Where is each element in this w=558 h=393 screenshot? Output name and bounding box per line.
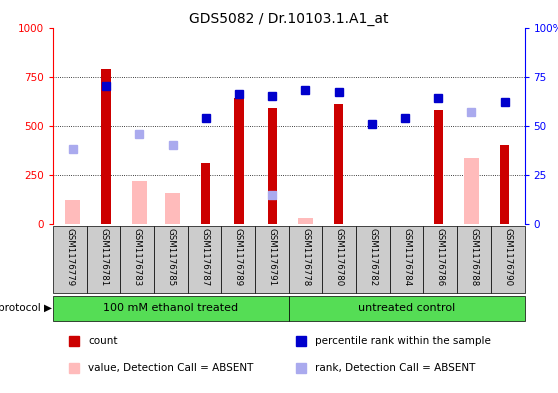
Bar xyxy=(65,200,80,224)
Title: GDS5082 / Dr.10103.1.A1_at: GDS5082 / Dr.10103.1.A1_at xyxy=(189,13,388,26)
Bar xyxy=(187,226,222,293)
Bar xyxy=(491,226,525,293)
Text: protocol ▶: protocol ▶ xyxy=(0,303,52,313)
Bar xyxy=(434,110,443,224)
Bar xyxy=(121,226,154,293)
Bar xyxy=(154,226,187,293)
Bar xyxy=(102,69,111,224)
Bar xyxy=(464,158,479,224)
Text: GSM1176788: GSM1176788 xyxy=(469,228,479,286)
Bar xyxy=(86,226,121,293)
Text: value, Detection Call = ABSENT: value, Detection Call = ABSENT xyxy=(88,363,254,373)
Text: 100 mM ethanol treated: 100 mM ethanol treated xyxy=(103,303,238,313)
Text: GSM1176787: GSM1176787 xyxy=(200,228,209,286)
Text: percentile rank within the sample: percentile rank within the sample xyxy=(315,336,490,346)
Bar xyxy=(500,145,509,224)
Text: GSM1176781: GSM1176781 xyxy=(99,228,108,286)
Bar xyxy=(201,163,210,224)
Bar xyxy=(289,226,323,293)
Text: untreated control: untreated control xyxy=(358,303,455,313)
Bar xyxy=(53,296,289,321)
Bar xyxy=(255,226,289,293)
Text: GSM1176778: GSM1176778 xyxy=(301,228,310,286)
Bar xyxy=(222,226,255,293)
Bar xyxy=(298,218,313,224)
Text: count: count xyxy=(88,336,118,346)
Bar xyxy=(390,226,424,293)
Text: GSM1176779: GSM1176779 xyxy=(65,228,74,286)
Text: GSM1176791: GSM1176791 xyxy=(267,228,276,286)
Bar xyxy=(424,226,457,293)
Text: GSM1176782: GSM1176782 xyxy=(368,228,377,286)
Bar xyxy=(334,104,343,224)
Bar xyxy=(234,98,244,224)
Text: GSM1176780: GSM1176780 xyxy=(335,228,344,286)
Bar xyxy=(457,226,491,293)
Bar xyxy=(356,226,390,293)
Text: GSM1176784: GSM1176784 xyxy=(402,228,411,286)
Bar xyxy=(267,108,277,224)
Text: GSM1176789: GSM1176789 xyxy=(234,228,243,286)
Bar xyxy=(323,226,356,293)
Text: GSM1176783: GSM1176783 xyxy=(133,228,142,286)
Bar xyxy=(132,181,147,224)
Text: rank, Detection Call = ABSENT: rank, Detection Call = ABSENT xyxy=(315,363,475,373)
Text: GSM1176786: GSM1176786 xyxy=(436,228,445,286)
Bar xyxy=(289,296,525,321)
Text: GSM1176790: GSM1176790 xyxy=(503,228,512,286)
Bar xyxy=(53,226,86,293)
Bar xyxy=(165,193,180,224)
Text: GSM1176785: GSM1176785 xyxy=(166,228,175,286)
